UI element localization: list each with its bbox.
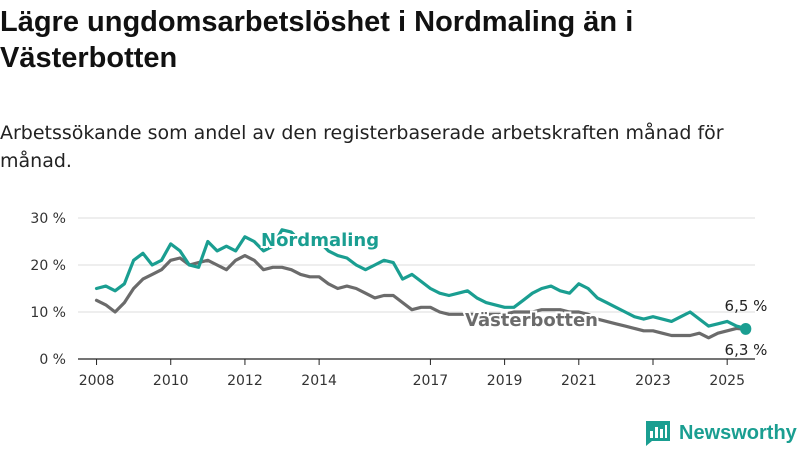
x-tick-label: 2023: [635, 373, 671, 389]
series-line-västerbotten: [94, 254, 748, 340]
grid-lines: [78, 217, 755, 313]
x-tick-label: 2014: [301, 373, 337, 389]
x-tick-label: 2025: [709, 373, 745, 389]
newsworthy-logo-icon: [646, 421, 670, 446]
labels: Nordmaling Västerbotten 6,5 % 6,3 %: [259, 228, 768, 359]
chart-subtitle: Arbetssökande som andel av den registerb…: [0, 122, 724, 172]
end-label-nordmaling: 6,5 %: [725, 297, 768, 315]
brand-name: Newsworthy: [679, 421, 797, 444]
y-tick-label: 0 %: [39, 352, 66, 368]
y-tick-label: 10 %: [30, 305, 66, 321]
x-tick-label: 2017: [413, 373, 449, 389]
x-tick-label: 2021: [561, 373, 597, 389]
chart-title: Lägre ungdomsarbetslöshet i Nordmaling ä…: [0, 6, 634, 74]
series-label-nordmaling: Nordmaling: [261, 230, 379, 251]
series: [94, 228, 748, 340]
y-tick-label: 20 %: [30, 258, 66, 274]
axes: 0 % 10 % 20 % 30 % 2008 2010 2012 2014 2017 2019 2…: [30, 211, 755, 389]
x-tick-label: 2010: [153, 373, 189, 389]
brand-logo: Newsworthy: [644, 418, 797, 448]
end-point-marker: [740, 323, 752, 335]
x-tick-label: 2012: [227, 373, 263, 389]
line-chart: 0 % 10 % 20 % 30 % 2008 2010 2012 2014 2017 2019 2…: [30, 211, 768, 389]
x-tick-label: 2008: [79, 373, 115, 389]
y-tick-label: 30 %: [30, 211, 66, 227]
series-line-nordmaling: [94, 228, 748, 330]
series-label-vasterbotten: Västerbotten: [465, 310, 598, 331]
x-tick-label: 2019: [487, 373, 523, 389]
end-label-vasterbotten: 6,3 %: [725, 341, 768, 359]
